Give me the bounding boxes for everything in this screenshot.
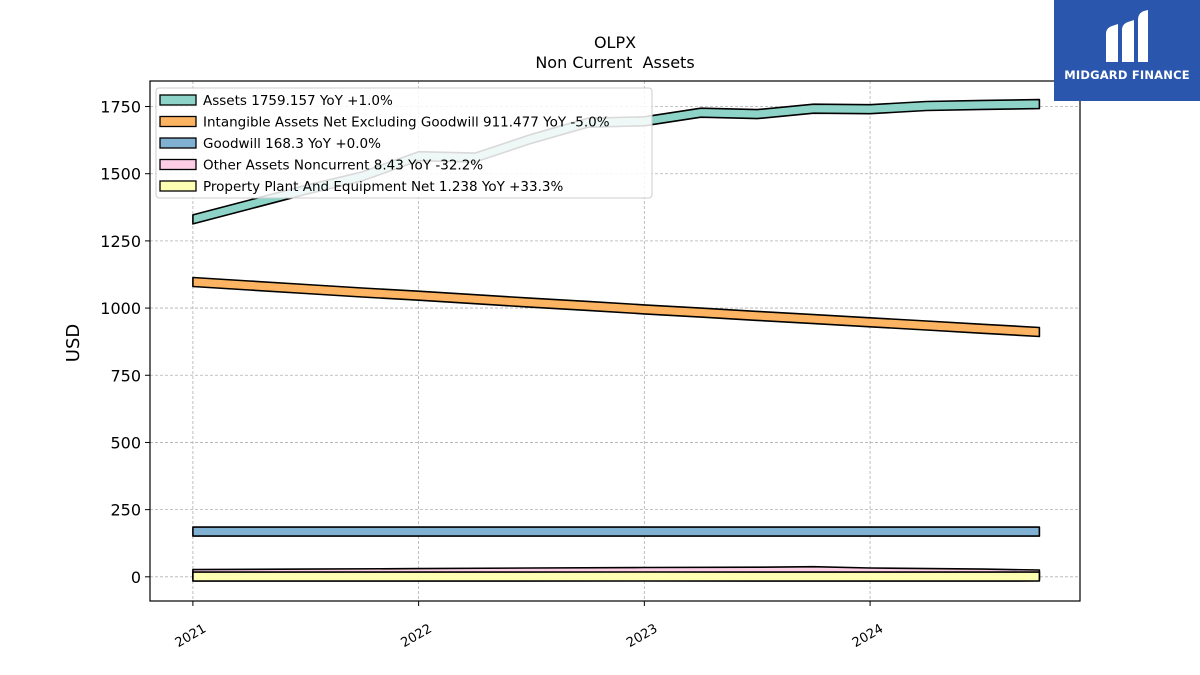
legend-entry: Assets 1759.157 YoY +1.0% — [203, 93, 393, 109]
chart-subtitle: Non Current Assets — [535, 53, 694, 72]
legend-box — [155, 87, 653, 199]
x-tick-label: 2022 — [398, 621, 434, 651]
midgard-logo-icon — [1106, 10, 1148, 62]
brand-logo: MIDGARD FINANCE — [1054, 0, 1200, 101]
y-axis-label: USD — [63, 324, 84, 362]
legend-entry: Goodwill 168.3 YoY +0.0% — [203, 136, 381, 152]
brand-name: MIDGARD FINANCE — [1064, 68, 1190, 82]
legend-entry: Other Assets Noncurrent 8.43 YoY -32.2% — [203, 158, 483, 174]
legend-entry: Property Plant And Equipment Net 1.238 Y… — [203, 179, 563, 195]
y-tick-label: 500 — [110, 433, 141, 452]
legend-swatch — [159, 180, 197, 192]
legend-swatch — [159, 115, 197, 128]
series-intangible-assets-net-excluding-goodwill-band — [192, 276, 1041, 338]
legend-swatch — [159, 137, 197, 149]
x-tick-label: 2024 — [850, 621, 886, 651]
x-tick-label: 2021 — [173, 621, 209, 651]
y-tick-label: 1500 — [100, 165, 141, 184]
y-axis-ticks: 0 250 500 750 1000 1250 1500 1750 — [100, 98, 150, 587]
y-tick-label: 1250 — [100, 232, 141, 251]
chart-title: OLPX — [594, 33, 636, 52]
plot-frame — [149, 80, 1081, 602]
x-axis-ticks: 2021 2022 2023 2024 — [173, 601, 886, 651]
legend-swatch — [159, 94, 197, 106]
series-goodwill-band — [192, 526, 1041, 537]
y-tick-label: 250 — [110, 501, 141, 520]
legend-swatch — [159, 158, 197, 171]
y-tick-label: 1750 — [100, 98, 141, 117]
x-tick-label: 2023 — [624, 621, 660, 651]
series-property-plant-and-equipment-net-band — [192, 571, 1041, 582]
y-tick-label: 1000 — [100, 299, 141, 318]
legend: Assets 1759.157 YoY +1.0% Intangible Asse… — [155, 87, 653, 199]
y-tick-label: 750 — [110, 366, 141, 385]
y-tick-label: 0 — [131, 568, 141, 587]
legend-entry: Intangible Assets Net Excluding Goodwill… — [203, 115, 610, 131]
